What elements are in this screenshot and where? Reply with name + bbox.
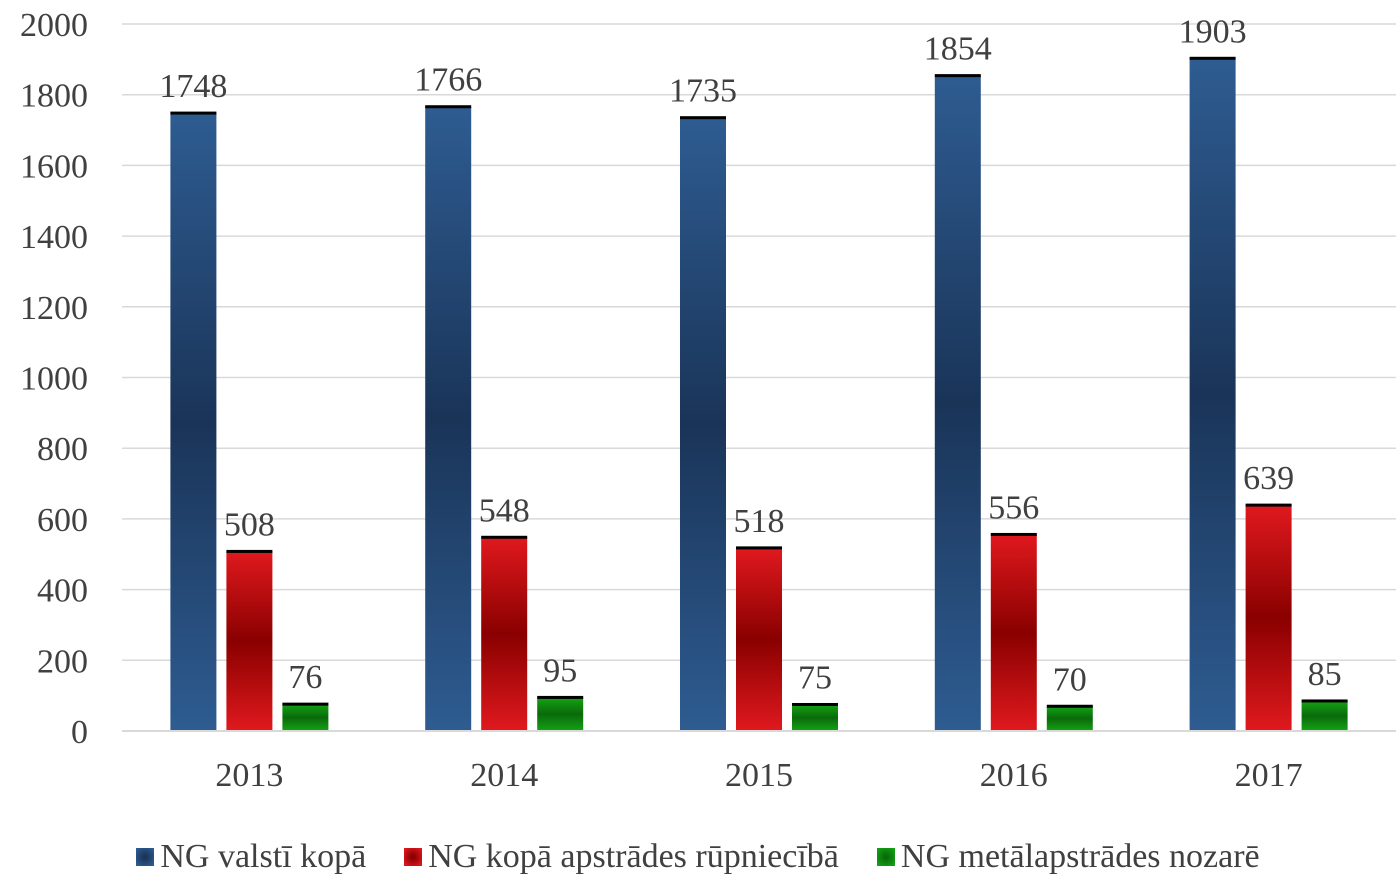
data-label: 518 <box>734 503 785 540</box>
legend-swatch-red <box>404 848 423 866</box>
bar-top-cap <box>282 702 329 706</box>
bar-top-cap <box>425 105 472 109</box>
data-label: 70 <box>1053 661 1087 698</box>
bar-top-cap <box>680 116 726 120</box>
legend-label: NG metālapstrādes nozarē <box>900 838 1260 875</box>
data-label: 1748 <box>159 68 227 105</box>
y-tick-label: 1000 <box>20 361 88 398</box>
legend-item-ng-apstrades: NG kopā apstrādes rūpniecībā <box>404 838 839 876</box>
bar-chart: 0 200 400 600 800 1000 1200 1400 1600 1800 2000 17… <box>20 7 1396 794</box>
bar-top-cap <box>226 549 273 553</box>
bar-2017-series-2 <box>1301 700 1348 731</box>
data-label: 75 <box>798 659 832 696</box>
bar-top-cap <box>990 532 1037 536</box>
data-label: 639 <box>1243 460 1294 497</box>
x-axis-tick-labels: 2013 2014 2015 2016 2017 <box>215 757 1302 794</box>
bar-top-cap <box>1301 699 1348 703</box>
data-labels: 1748 508 76 1766 548 95 1735 518 75 1854 556 70 1903… <box>159 13 1341 698</box>
legend-swatch-green <box>876 848 895 866</box>
data-label: 1735 <box>669 73 737 110</box>
bar-top-cap <box>1245 503 1292 507</box>
bar-2017-series-1 <box>1245 505 1292 731</box>
legend-label: NG valstī kopā <box>160 838 367 875</box>
bar-2014-series-0 <box>425 106 472 732</box>
bar-2014-series-1 <box>481 537 528 731</box>
legend: NG valstī kopā NG kopā apstrādes rūpniec… <box>0 838 1396 876</box>
bar-top-cap <box>1189 56 1236 60</box>
bars <box>170 56 1348 732</box>
x-tick-label: 2014 <box>470 757 538 794</box>
x-tick-label: 2013 <box>215 757 283 794</box>
bar-2014-series-2 <box>537 697 584 731</box>
y-tick-label: 1400 <box>20 219 88 256</box>
legend-item-ng-valsti-kopa: NG valstī kopā <box>136 838 366 876</box>
data-label: 508 <box>224 506 275 543</box>
data-label: 556 <box>988 489 1039 526</box>
bar-2016-series-1 <box>990 534 1037 731</box>
y-tick-label: 200 <box>37 643 88 680</box>
bar-2015-series-1 <box>736 547 782 731</box>
bar-top-cap <box>170 111 217 115</box>
bar-2015-series-2 <box>792 704 838 731</box>
y-tick-label: 1800 <box>20 78 88 115</box>
legend-label: NG kopā apstrādes rūpniecībā <box>428 838 839 875</box>
bar-top-cap <box>934 74 981 78</box>
y-tick-label: 800 <box>37 431 88 468</box>
data-label: 548 <box>479 492 530 529</box>
bar-top-cap <box>537 695 584 699</box>
x-tick-label: 2015 <box>725 757 793 794</box>
data-label: 76 <box>288 659 322 696</box>
bar-top-cap <box>481 535 528 539</box>
bar-top-cap <box>1046 704 1093 708</box>
bar-2017-series-0 <box>1189 58 1236 732</box>
data-label: 1766 <box>414 62 482 99</box>
bar-top-cap <box>792 702 838 706</box>
bar-top-cap <box>736 546 782 550</box>
data-label: 95 <box>543 652 577 689</box>
y-tick-label: 400 <box>37 573 88 610</box>
y-tick-label: 1200 <box>20 290 88 327</box>
x-tick-label: 2016 <box>980 757 1048 794</box>
gridlines <box>122 23 1396 662</box>
legend-swatch-blue <box>136 848 155 866</box>
bar-2016-series-2 <box>1046 706 1093 731</box>
bar-2016-series-0 <box>934 75 981 731</box>
bar-2013-series-2 <box>282 704 329 731</box>
y-tick-label: 1600 <box>20 148 88 185</box>
y-tick-label: 0 <box>71 714 88 751</box>
bar-2013-series-0 <box>170 113 217 731</box>
x-tick-label: 2017 <box>1235 757 1303 794</box>
data-label: 1903 <box>1179 13 1247 50</box>
legend-item-ng-metalapstrades: NG metālapstrādes nozarē <box>876 838 1260 876</box>
y-axis-tick-labels: 0 200 400 600 800 1000 1200 1400 1600 1800 2000 <box>20 7 88 751</box>
data-label: 1854 <box>924 31 992 68</box>
data-label: 85 <box>1308 656 1342 693</box>
bar-2015-series-0 <box>680 117 726 732</box>
y-tick-label: 2000 <box>20 7 88 44</box>
y-tick-label: 600 <box>37 502 88 539</box>
bar-2013-series-1 <box>226 551 273 731</box>
